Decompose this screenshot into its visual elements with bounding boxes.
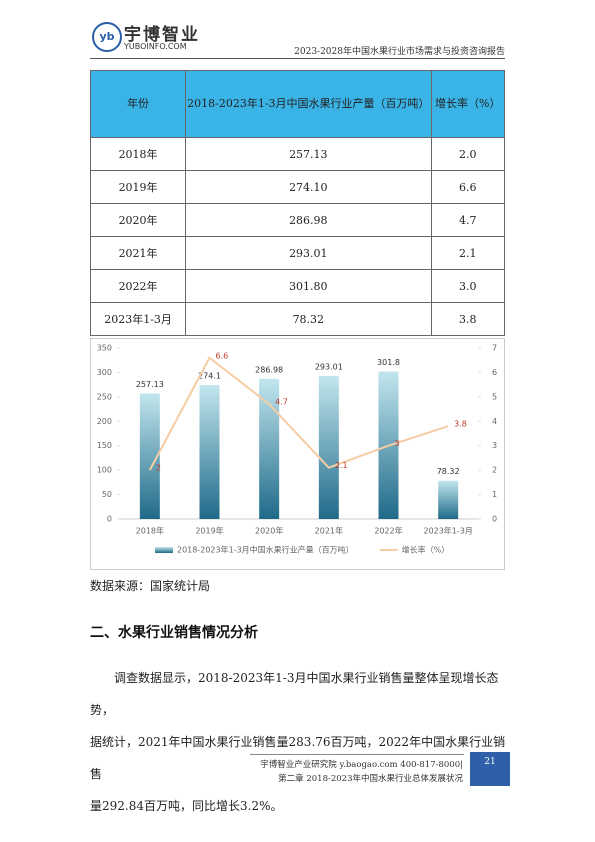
- y2-tick-label: 7: [492, 344, 497, 353]
- y-tick-label: 350: [97, 344, 112, 353]
- logo-site: YUBOINFO.COM: [124, 42, 187, 51]
- table-cell: 2019年: [89, 170, 187, 204]
- table-cell: 2022年: [89, 269, 187, 303]
- bar-label: 257.13: [136, 380, 164, 389]
- table-cell: 257.13: [185, 137, 432, 171]
- legend-label: 增长率（%）: [402, 545, 450, 555]
- line-label: 4.7: [275, 398, 288, 407]
- y-tick-label: 100: [97, 466, 112, 475]
- y-tick-label: 150: [97, 441, 112, 450]
- header-row: 年份 2018-2023年1-3月中国水果行业产量（百万吨） 增长率（%）: [89, 70, 505, 138]
- table-cell: 2.0: [430, 137, 505, 171]
- table-cell: 2020年: [89, 203, 187, 237]
- y2-tick-label: 6: [492, 368, 497, 377]
- table-cell: 301.80: [185, 269, 432, 303]
- paragraph-line: 调查数据显示，2018-2023年1-3月中国水果行业销售量整体呈现增长态势，: [90, 671, 499, 717]
- y-tick-label: 50: [102, 490, 112, 499]
- x-tick-label: 2020年: [255, 526, 283, 536]
- y2-tick-label: 2: [492, 466, 497, 475]
- bar-label: 78.32: [437, 467, 460, 476]
- y-tick-label: 200: [97, 417, 112, 426]
- table-cell: 2018年: [89, 137, 187, 171]
- table-cell: 2021年: [89, 236, 187, 270]
- x-tick-label: 2021年: [315, 526, 343, 536]
- y-tick-label: 250: [97, 392, 112, 401]
- bar: [259, 378, 280, 519]
- x-tick-label: 2022年: [374, 526, 402, 536]
- bar: [199, 385, 220, 519]
- table-cell: 3.0: [430, 269, 505, 303]
- line: [148, 356, 449, 471]
- footer-rule: [250, 754, 464, 755]
- column-header: 增长率（%）: [430, 70, 505, 138]
- bar-label: 286.98: [255, 365, 283, 374]
- bar-label: 301.8: [377, 358, 400, 367]
- table-cell: 4.7: [430, 203, 505, 237]
- table-cell: 3.8: [430, 302, 505, 336]
- paragraph-line: 据统计，2021年中国水果行业销售量283.76百万吨，2022年中国水果行业销…: [90, 735, 506, 781]
- y2-tick-label: 1: [492, 490, 497, 499]
- legend-label: 2018-2023年1-3月中国水果行业产量（百万吨）: [177, 545, 354, 555]
- y2-tick-label: 4: [492, 417, 497, 426]
- line-label: 3.8: [454, 420, 467, 429]
- column-header: 年份: [89, 70, 187, 138]
- table-cell: 293.01: [185, 236, 432, 270]
- table-row: 2022年 301.80 3.0: [89, 269, 505, 303]
- y2-tick-label: 5: [492, 392, 497, 401]
- legend-swatch: [155, 547, 173, 553]
- logo-name: 宇博智业: [124, 25, 200, 45]
- table-cell: 78.32: [185, 302, 432, 336]
- y-tick-label: 0: [107, 515, 112, 524]
- paragraph-line: 量292.84百万吨，同比增长3.2%。: [90, 799, 283, 813]
- data-table: 年份 2018-2023年1-3月中国水果行业产量（百万吨） 增长率（%） 2018年…: [89, 70, 505, 336]
- table-cell: 274.10: [185, 170, 432, 204]
- y2-tick-label: 3: [492, 441, 497, 450]
- page-number: 21: [470, 752, 510, 786]
- table-cell: 2.1: [430, 236, 505, 270]
- line-label: 3: [395, 439, 400, 448]
- header-rule: [90, 58, 505, 59]
- line-label: 2: [156, 464, 161, 473]
- section-heading: 二、水果行业销售情况分析: [90, 625, 258, 641]
- source: 数据来源：国家统计局: [90, 579, 211, 593]
- report-title: 2023-2028年中国水果行业市场需求与投资咨询报告: [294, 47, 505, 57]
- footer-line2: 第二章 2018-2023年中国水果行业总体发展状况: [278, 774, 463, 784]
- x-tick-label: 2019年: [195, 526, 223, 536]
- table-row: 2018年 257.13 2.0: [89, 137, 505, 171]
- bar: [318, 375, 339, 519]
- column-header: 2018-2023年1-3月中国水果行业产量（百万吨）: [185, 70, 432, 138]
- y-tick-label: 300: [97, 368, 112, 377]
- line-label: 6.6: [216, 351, 229, 360]
- paragraph: 调查数据显示，2018-2023年1-3月中国水果行业销售量整体呈现增长态势， 据…: [90, 662, 510, 822]
- bar-label: 274.1: [198, 372, 221, 381]
- line-label: 2.1: [335, 461, 348, 470]
- table-cell: 2023年1-3月: [89, 302, 187, 336]
- chart: 0 50 100 150 200 250 300 350 0 1 2 3 4 5 6 7 257.13 274.1…: [90, 338, 505, 570]
- table-cell: 6.6: [430, 170, 505, 204]
- table-row: 2021年 293.01 2.1: [89, 236, 505, 270]
- y2-tick-label: 0: [492, 515, 497, 524]
- x-tick-label: 2023年1-3月: [423, 526, 472, 536]
- table-row: 2020年 286.98 4.7: [89, 203, 505, 237]
- table-cell: 286.98: [185, 203, 432, 237]
- chart-border: [90, 338, 505, 570]
- bar: [139, 393, 160, 519]
- footer-line1: 宇博智业产业研究院 y.baogao.com 400-817-8000|: [260, 760, 463, 770]
- logo-icon: yb: [92, 22, 122, 52]
- bar-label: 293.01: [315, 362, 343, 371]
- x-tick-label: 2018年: [136, 526, 164, 536]
- table-row: 2019年 274.10 6.6: [89, 170, 505, 204]
- bar: [438, 480, 459, 519]
- table-row: 2023年1-3月 78.32 3.8: [89, 302, 505, 336]
